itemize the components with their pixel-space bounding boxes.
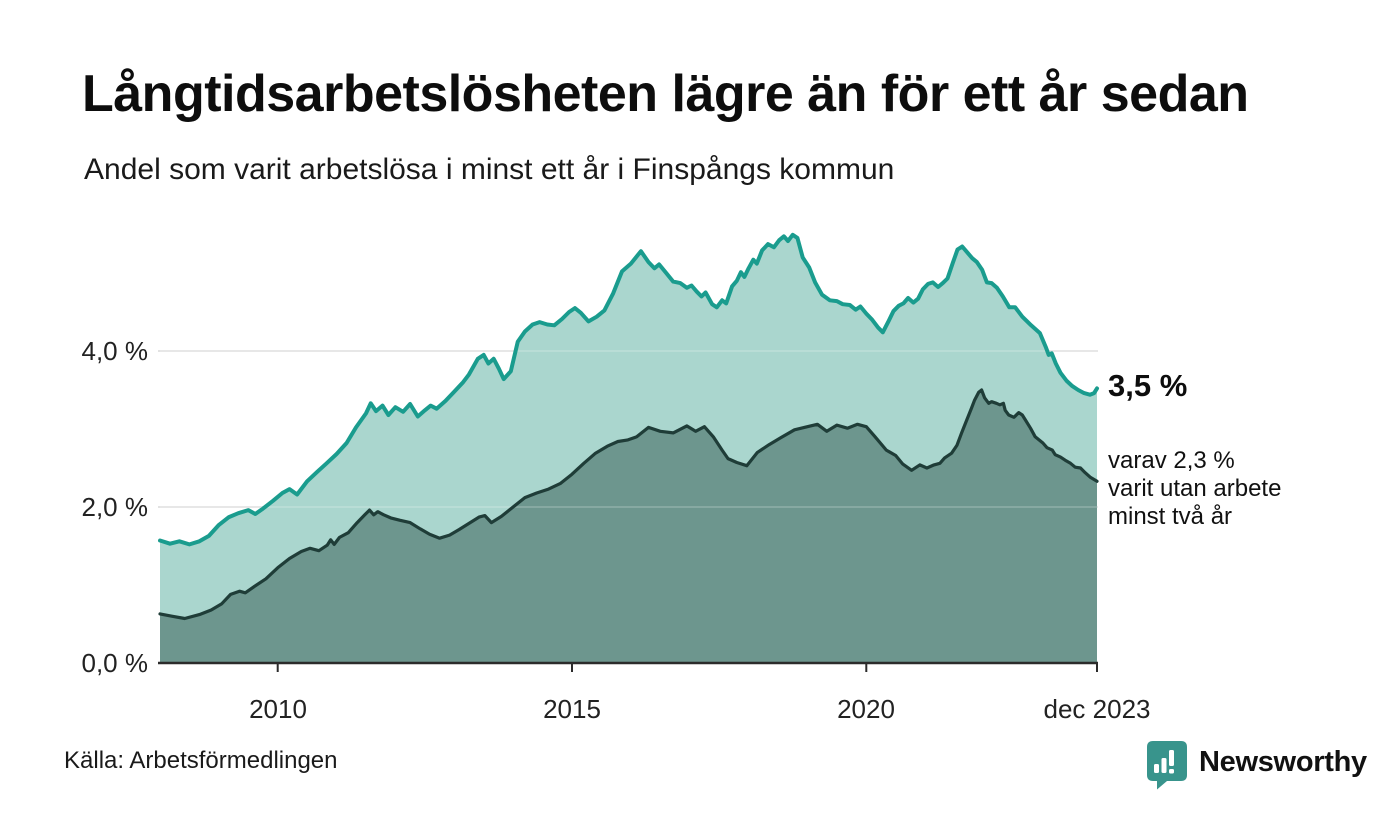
page-subtitle: Andel som varit arbetslösa i minst ett å… [84, 153, 895, 186]
series-line-1 [158, 388, 1099, 621]
newsworthy-wordmark: Newsworthy [1199, 746, 1367, 778]
source-text: Källa: Arbetsförmedlingen [64, 747, 338, 774]
x-axis-label-2020: 2020 [837, 694, 895, 724]
y-axis-label-0: 0,0 % [81, 648, 149, 678]
annotation-note: varav 2,3 % varit utan arbete minst två … [1108, 447, 1282, 530]
y-axis-label-4: 4,0 % [81, 336, 149, 366]
series-line-0 [158, 232, 1099, 547]
y-axis-label-2: 2,0 % [81, 492, 149, 522]
x-axis-label-2015: 2015 [543, 694, 601, 724]
x-axis-label-2010: 2010 [249, 694, 307, 724]
page-title: Långtidsarbetslösheten lägre än för ett … [82, 65, 1249, 123]
latest-value-annotation: 3,5 % [1108, 368, 1188, 403]
area-fill-1 [160, 390, 1097, 663]
newsworthy-logo-icon [1147, 741, 1187, 790]
x-axis-label-dec-2023: dec 2023 [1043, 694, 1151, 724]
newsworthy-logo: Newsworthy [1146, 740, 1367, 790]
